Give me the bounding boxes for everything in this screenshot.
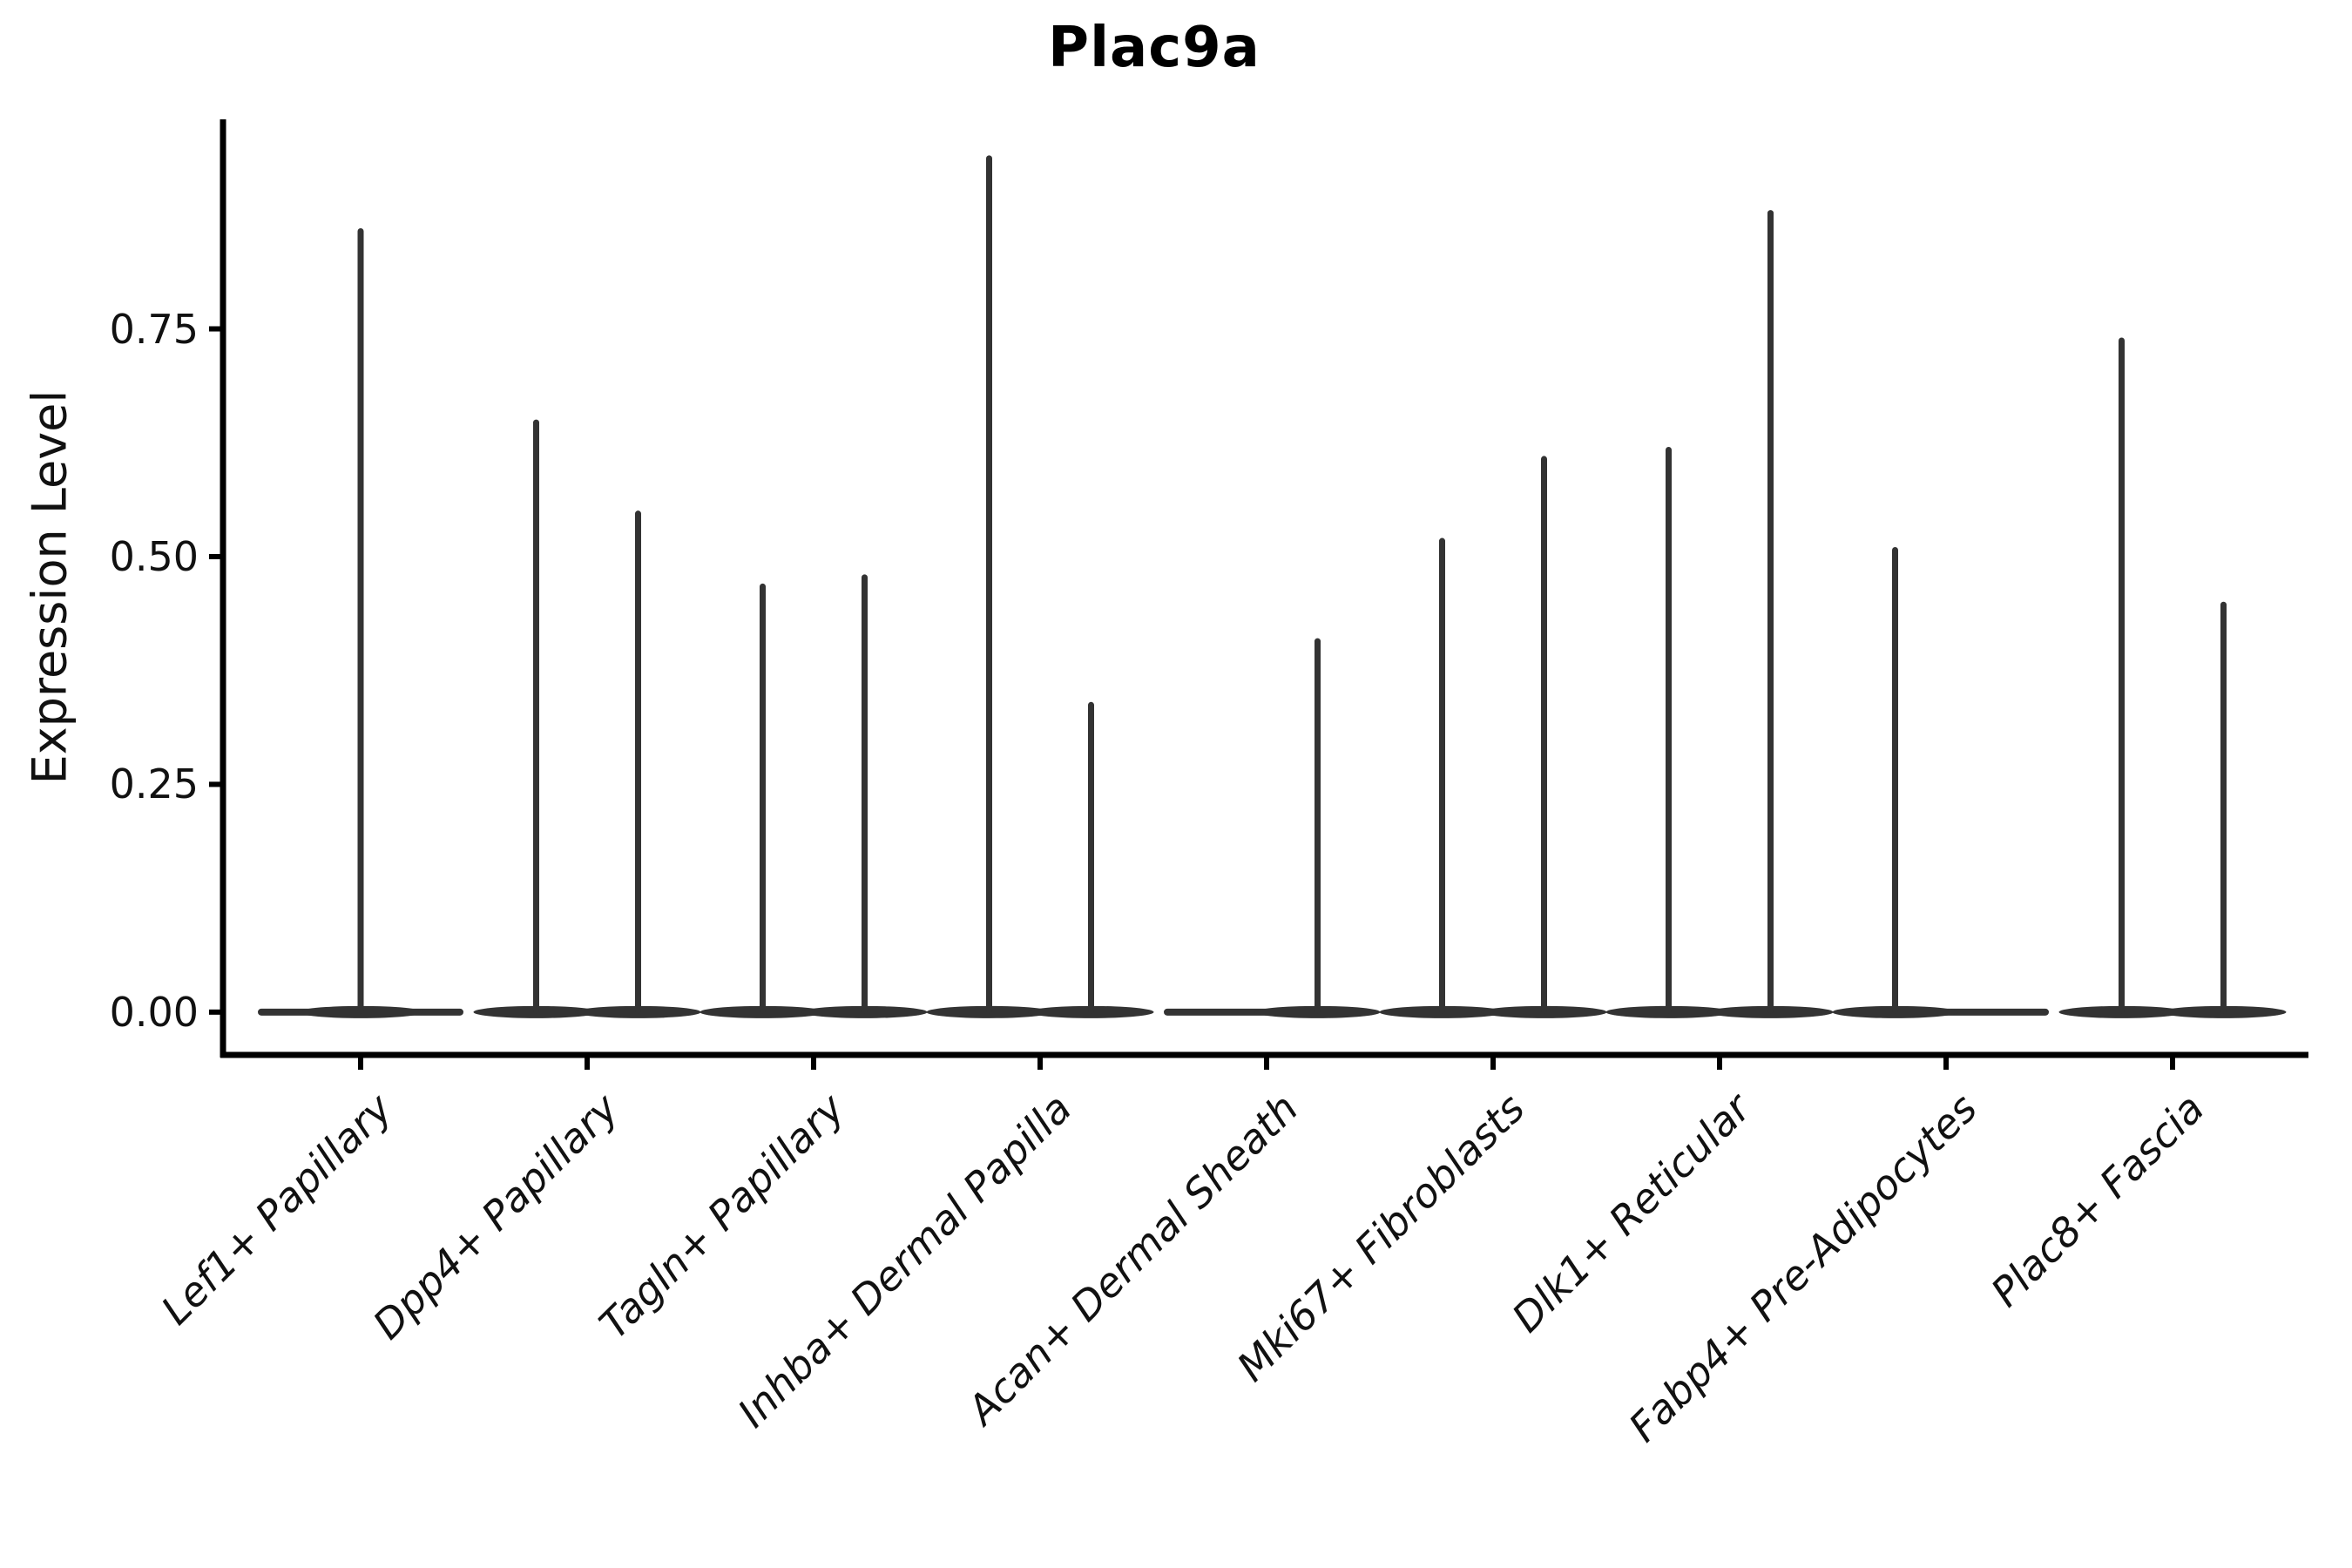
y-tick-label: 0.00: [109, 988, 199, 1036]
y-tick-label: 0.50: [109, 532, 199, 580]
y-tick-label: 0.25: [109, 760, 199, 808]
y-tick-label: 0.75: [109, 305, 199, 353]
plot-title: Plac9a: [1048, 16, 1260, 80]
